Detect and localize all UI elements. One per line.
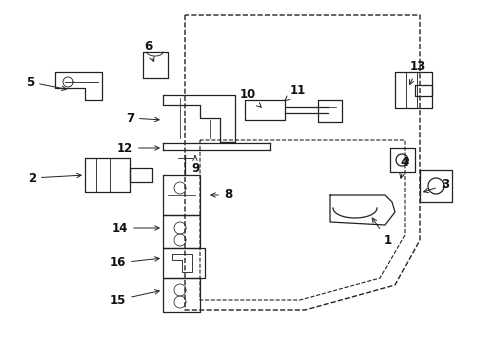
Text: 2: 2 [28,171,81,184]
Text: 16: 16 [110,256,159,270]
Text: 8: 8 [210,189,232,202]
Text: 1: 1 [371,218,391,247]
Text: 14: 14 [112,221,159,234]
Text: 9: 9 [190,156,199,175]
Text: 7: 7 [126,112,159,125]
Text: 5: 5 [26,76,66,91]
Text: 3: 3 [423,179,448,193]
Text: 11: 11 [284,84,305,101]
Text: 15: 15 [110,290,159,306]
Text: 10: 10 [240,89,261,107]
Text: 6: 6 [143,40,154,62]
Text: 13: 13 [409,60,425,85]
Text: 4: 4 [399,156,408,178]
Text: 12: 12 [117,141,159,154]
